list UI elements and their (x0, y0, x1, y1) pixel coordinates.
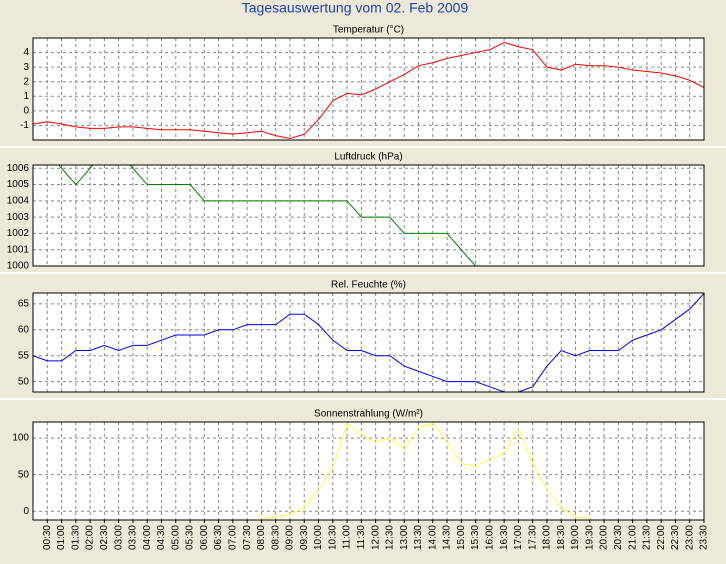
y-tick-label: 1006 (7, 163, 30, 174)
x-tick-label: 21:00 (627, 525, 638, 550)
x-tick-label: 14:30 (442, 525, 453, 550)
y-tick-label: -1 (20, 120, 29, 131)
x-tick-label: 11:30 (356, 525, 367, 550)
x-tick-label: 16:30 (499, 525, 510, 550)
x-tick-label: 06:30 (213, 525, 224, 550)
x-tick-label: 01:30 (70, 525, 81, 550)
x-tick-label: 23:00 (684, 525, 695, 550)
plot-border (32, 37, 705, 141)
plot-border (32, 164, 705, 267)
x-tick-label: 18:00 (542, 525, 553, 550)
y-tick-label: 0 (23, 105, 29, 116)
chart-title: Luftdruck (hPa) (334, 152, 402, 163)
x-tick-label: 11:00 (342, 525, 353, 550)
y-tick-label: 55 (18, 350, 30, 361)
x-tick-label: 16:00 (484, 525, 495, 550)
x-tick-label: 20:30 (613, 525, 624, 550)
y-tick-label: 2 (23, 76, 29, 87)
data-line (33, 41, 704, 140)
y-tick-label: 1 (23, 91, 29, 102)
page-title: Tagesauswertung vom 02. Feb 2009 (242, 0, 469, 16)
series-group (58, 165, 477, 266)
x-tick-label: 08:30 (270, 525, 281, 550)
x-tick-label: 10:00 (313, 525, 324, 550)
y-tick-label: 1005 (7, 179, 30, 190)
plot-border (32, 421, 705, 521)
y-tick-label: 1004 (7, 195, 30, 206)
x-tick-label: 13:00 (399, 525, 410, 550)
y-tick-label: 0 (23, 506, 29, 517)
x-tick-label: 02:00 (85, 525, 96, 550)
x-tick-label: 05:30 (185, 525, 196, 550)
y-tick-label: 60 (18, 324, 30, 335)
series-group (261, 422, 590, 520)
x-tick-label: 01:00 (56, 525, 67, 550)
x-tick-label: 19:00 (570, 525, 581, 550)
series-group (33, 293, 704, 392)
x-tick-label: 22:00 (656, 525, 667, 550)
x-tick-label: 17:00 (513, 525, 524, 550)
x-tick-label: 15:30 (470, 525, 481, 550)
x-tick-label: 03:00 (113, 525, 124, 550)
x-tick-label: 15:00 (456, 525, 467, 550)
x-tick-label: 03:30 (128, 525, 139, 550)
data-line (261, 422, 590, 520)
data-line (33, 293, 704, 392)
x-tick-label: 02:30 (99, 525, 110, 550)
x-tick-label: 21:30 (642, 525, 653, 550)
x-tick-label: 19:30 (584, 525, 595, 550)
series-group (33, 41, 704, 140)
x-tick-label: 13:30 (413, 525, 424, 550)
x-tick-label: 10:30 (327, 525, 338, 550)
plot-border (32, 292, 705, 393)
y-tick-label: 50 (18, 376, 30, 387)
x-tick-label: 12:30 (385, 525, 396, 550)
x-tick-label: 06:00 (199, 525, 210, 550)
y-tick-label: 65 (18, 299, 30, 310)
y-tick-label: 1000 (7, 261, 30, 272)
plot-area (33, 422, 704, 520)
y-tick-label: 50 (18, 469, 30, 480)
x-tick-label: 23:30 (699, 525, 710, 550)
x-tick-label: 09:30 (299, 525, 310, 550)
x-tick-label: 05:00 (170, 525, 181, 550)
x-tick-label: 22:30 (670, 525, 681, 550)
plot-area (33, 38, 704, 140)
x-tick-label: 18:30 (556, 525, 567, 550)
x-tick-label: 20:00 (599, 525, 610, 550)
plot-area (33, 165, 704, 266)
x-tick-label: 09:00 (285, 525, 296, 550)
y-tick-label: 1003 (7, 212, 30, 223)
x-tick-label: 00:30 (42, 525, 53, 550)
y-tick-label: 1002 (7, 228, 30, 239)
x-tick-label: 08:00 (256, 525, 267, 550)
chart-title: Temperatur (°C) (333, 25, 404, 36)
x-tick-label: 14:00 (427, 525, 438, 550)
x-tick-label: 04:00 (142, 525, 153, 550)
x-tick-label: 07:30 (242, 525, 253, 550)
y-tick-label: 100 (12, 433, 29, 444)
y-tick-label: 4 (23, 47, 29, 58)
x-tick-label: 12:00 (370, 525, 381, 550)
x-tick-label: 17:30 (527, 525, 538, 550)
y-tick-label: 1001 (7, 244, 30, 255)
chart-title: Rel. Feuchte (%) (331, 280, 406, 291)
plot-area (33, 293, 704, 392)
x-tick-label: 07:00 (228, 525, 239, 550)
x-tick-label: 04:30 (156, 525, 167, 550)
data-line (58, 165, 477, 266)
y-tick-label: 3 (23, 62, 29, 73)
chart-title: Sonnenstrahlung (W/m²) (314, 409, 423, 420)
